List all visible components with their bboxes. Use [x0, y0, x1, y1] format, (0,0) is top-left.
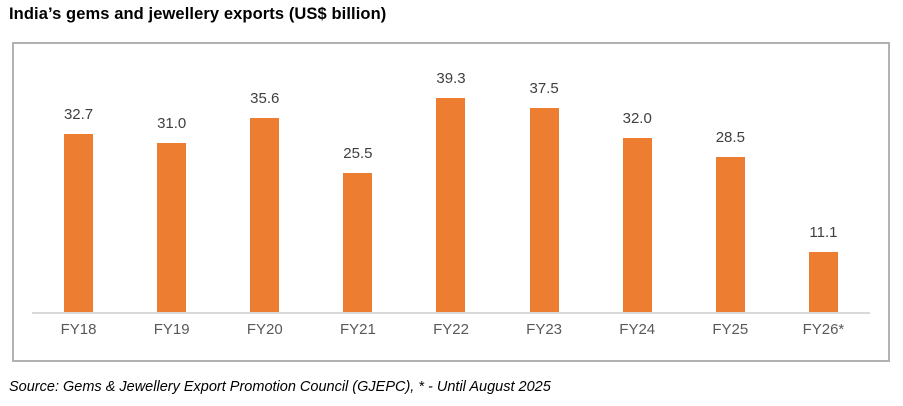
bar-value-label: 32.0 [622, 110, 652, 127]
x-axis-label: FY22 [433, 321, 469, 338]
bar [529, 108, 559, 312]
bar [715, 157, 745, 312]
bar [250, 118, 280, 312]
x-axis-label: FY21 [339, 321, 376, 338]
bar-value-label: 31.0 [157, 115, 187, 132]
bar-group: 35.6 [218, 44, 311, 312]
x-axis-labels: FY18 FY19 FY20 FY21 FY22 FY23 FY24 FY25 FY26* [32, 321, 870, 343]
bar-group: 32.0 [591, 44, 684, 312]
bar-value-label: 32.7 [63, 106, 94, 123]
bar [157, 143, 187, 312]
chart-frame: 32.7 31.0 35.6 25.5 39.3 37.5 32.0 28.5 11.1 FY1… [12, 42, 890, 362]
bar [622, 138, 652, 312]
bar-group: 37.5 [498, 44, 591, 312]
bar-value-label: 39.3 [436, 70, 466, 87]
x-axis-label: FY23 [526, 321, 563, 338]
bar-group: 31.0 [125, 44, 218, 312]
bar [808, 252, 838, 312]
bar-value-label: 28.5 [715, 129, 745, 146]
bar [64, 134, 94, 312]
x-axis-label: FY20 [246, 321, 283, 338]
bar [343, 173, 373, 312]
bar-group: 25.5 [311, 44, 404, 312]
bar-value-label: 35.6 [250, 90, 280, 107]
bar-value-label: 25.5 [343, 145, 373, 162]
plot-area: 32.7 31.0 35.6 25.5 39.3 37.5 32.0 28.5 11.1 [32, 44, 870, 314]
x-axis-label: FY26* [802, 321, 845, 338]
x-axis-label: FY24 [619, 321, 656, 338]
x-axis-label: FY19 [153, 321, 190, 338]
bar-value-label: 37.5 [529, 80, 559, 97]
source-note: Source: Gems & Jewellery Export Promotio… [9, 379, 551, 395]
bar-value-label: 11.1 [809, 224, 838, 241]
bar-group: 32.7 [32, 44, 125, 312]
chart-title: India’s gems and jewellery exports (US$ … [9, 5, 387, 23]
bar [436, 98, 466, 312]
bar-group: 28.5 [684, 44, 777, 312]
bar-group: 39.3 [404, 44, 497, 312]
x-axis-label: FY18 [60, 321, 97, 338]
bar-group: 11.1 [777, 44, 870, 312]
x-axis-label: FY25 [712, 321, 749, 338]
